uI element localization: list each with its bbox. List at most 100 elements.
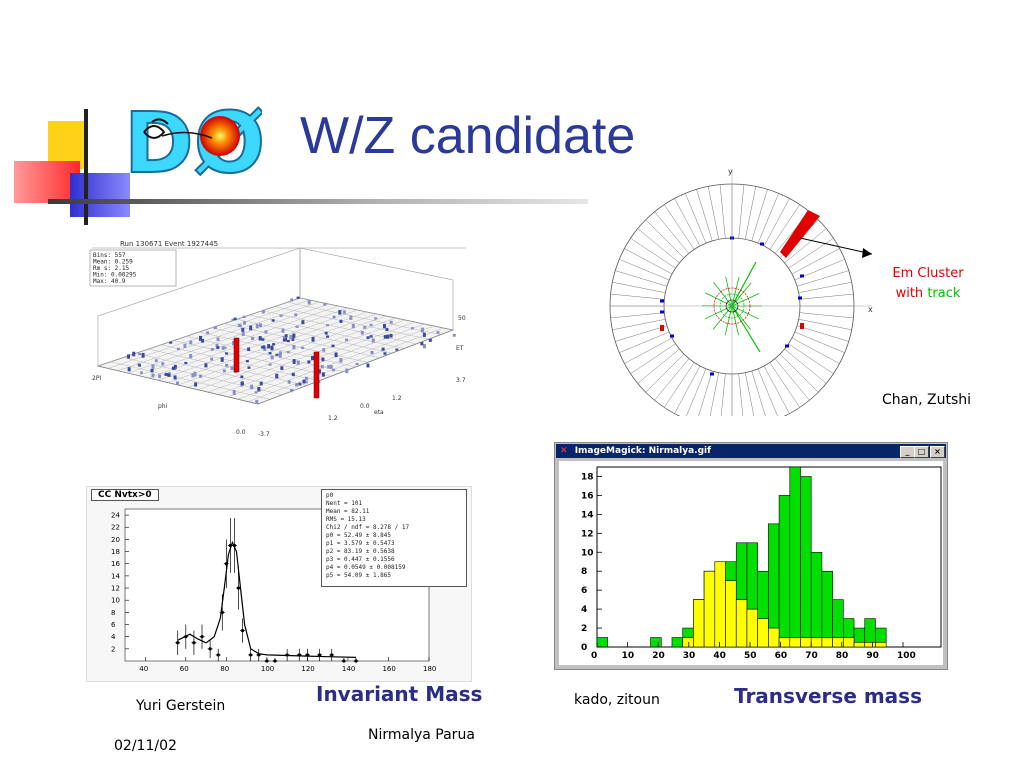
lego-cell: [436, 331, 440, 334]
fit-param-line: Nent = 101: [326, 500, 363, 507]
lego-cell: [334, 352, 338, 358]
red-square: [14, 161, 80, 203]
lego-stat-line: Rm s: 2.15: [93, 265, 130, 272]
tm-bar-green: [596, 637, 609, 648]
lego-cell: [324, 331, 328, 335]
imagemagick-window: ✕ ImageMagick: Nirmalya.gif _ □ × 0 10 20 3…: [554, 442, 948, 670]
vertical-line: [84, 109, 88, 225]
close-button[interactable]: ×: [930, 446, 945, 458]
track-line: [731, 276, 740, 307]
minimize-button[interactable]: _: [900, 446, 915, 458]
lego-cell: [222, 369, 226, 373]
lego-cell: [257, 386, 261, 392]
lego-cell: [259, 381, 263, 386]
lego-cell: [231, 318, 235, 321]
inv-data-point: [317, 653, 322, 657]
fit-param-line: RMS = 15.13: [326, 516, 366, 523]
lego-cell: [267, 344, 271, 349]
lego-cell: [382, 323, 386, 329]
lego-cell: [215, 343, 219, 348]
lego-cell: [137, 362, 141, 366]
track-line: [713, 282, 733, 307]
tm-y-tick-label: 0: [581, 643, 587, 653]
tm-bar-green: [789, 466, 801, 648]
window-icon: ✕: [560, 446, 568, 456]
muon-hit: [798, 296, 802, 300]
lego-cell: [221, 346, 225, 351]
blue-square: [70, 173, 130, 217]
lego-phi-tick: 1.2: [328, 415, 338, 422]
tm-y-tick-label: 16: [581, 491, 594, 501]
tm-bar-yellow: [864, 641, 876, 648]
lego-plot-svg: Run 130671 Event 1927445 Bins: 557Mean: …: [89, 240, 466, 438]
lego-cell: [259, 323, 263, 327]
muon-hit: [800, 274, 804, 278]
lego-et-max: 50: [458, 315, 466, 322]
lego-cell: [322, 348, 326, 352]
inv-x-tick-label: 160: [382, 665, 395, 673]
lego-cell: [191, 373, 195, 378]
event-display-credit: Chan, Zutshi: [882, 392, 972, 408]
lego-cell: [199, 335, 203, 341]
lego-cell: [342, 310, 346, 314]
tm-y-tick-label: 10: [581, 548, 594, 558]
lego-cell: [223, 346, 227, 349]
lego-cell: [296, 296, 300, 299]
inv-data-point: [216, 653, 220, 657]
muon-hit: [710, 372, 714, 376]
lego-cell: [332, 368, 336, 372]
inv-y-tick-label: 12: [111, 585, 120, 593]
tm-x-tick-label: 0: [591, 651, 597, 661]
fit-param-line: p0 = 52.49 ± 8.845: [326, 532, 392, 539]
lego-phi-max: 2PI: [92, 375, 101, 382]
lego-cell: [127, 367, 131, 372]
lego-cell: [271, 319, 275, 322]
fit-param-line: Chi2 / ndf = 8.278 / 17: [326, 524, 410, 531]
inv-data-point: [273, 659, 277, 663]
track-line: [731, 261, 757, 307]
lego-cell: [138, 364, 142, 367]
fit-param-line: p1 = 3.579 ± 0.5473: [326, 540, 395, 547]
tm-bar-yellow: [768, 627, 780, 648]
tm-bar-green: [671, 637, 683, 648]
lego-cell: [327, 365, 331, 369]
lego-cell: [201, 338, 205, 343]
inv-x-tick-label: 100: [261, 665, 274, 673]
lego-cell: [428, 338, 432, 342]
lego-cell: [199, 374, 203, 378]
maximize-button[interactable]: □: [914, 446, 929, 458]
lego-cell: [254, 391, 258, 394]
window-titlebar[interactable]: ✕ ImageMagick: Nirmalya.gif _ □ ×: [556, 444, 946, 458]
track-line: [731, 293, 760, 307]
tm-y-tick-label: 14: [581, 510, 594, 520]
lego-cell: [245, 360, 249, 363]
lego-phi-min: 0.0: [236, 429, 246, 436]
lego-cell: [138, 352, 142, 356]
inv-y-tick-label: 10: [111, 597, 120, 605]
tm-bar-yellow: [821, 637, 833, 648]
lego-cell: [194, 382, 198, 387]
lego-cell: [171, 366, 175, 370]
lego-cell: [374, 317, 378, 320]
inv-y-tick-label: 18: [111, 548, 120, 556]
inv-data-point: [240, 629, 245, 633]
lego-cell: [270, 345, 274, 351]
tm-x-tick-label: 10: [622, 651, 635, 661]
lego-cell: [369, 335, 373, 338]
lego-cell: [193, 371, 197, 377]
lego-cell: [420, 327, 424, 333]
lego-cell: [410, 327, 414, 330]
lego-cell: [395, 348, 399, 351]
lego-cell: [363, 326, 367, 329]
tm-x-tick-label: 90: [866, 651, 879, 661]
fit-param-line: p4 = 0.0549 ± 0.008159: [326, 564, 406, 571]
footer-presenter: Nirmalya Parua: [368, 727, 475, 743]
lego-cell: [132, 351, 136, 357]
inv-y-tick-label: 6: [111, 621, 116, 629]
lego-cell: [332, 315, 336, 319]
inv-y-tick-label: 8: [111, 609, 115, 617]
lego-cell: [339, 358, 343, 363]
lego-eta-max: 3.7: [456, 377, 466, 384]
lego-cell: [301, 320, 305, 325]
lego-cell: [173, 375, 177, 380]
